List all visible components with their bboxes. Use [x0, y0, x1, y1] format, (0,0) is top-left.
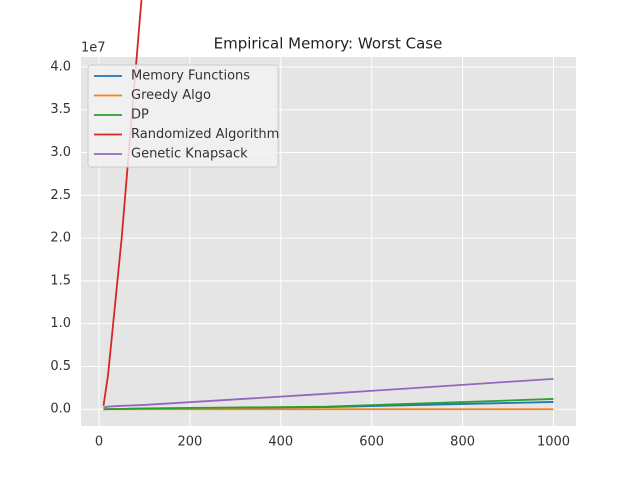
- y-tick-label: 2.5: [50, 188, 71, 203]
- legend-label: Memory Functions: [131, 69, 250, 84]
- chart-title: Empirical Memory: Worst Case: [214, 35, 443, 53]
- grid: [81, 57, 576, 426]
- y-tick-label: 0.0: [50, 402, 71, 417]
- x-tick-label: 200: [177, 435, 202, 450]
- labels: 0 200 400 600 800 1000 0.0 0.5 1.0 1.5 2.0 2.5 3.0 3.…: [50, 59, 570, 449]
- x-tick-label: 400: [268, 435, 293, 450]
- legend-box: [87, 64, 279, 168]
- y-tick-label: 3.0: [50, 145, 71, 160]
- y-tick-label: 4.0: [50, 59, 71, 74]
- legend-label: Genetic Knapsack: [131, 147, 248, 162]
- x-tick-label: 800: [450, 435, 475, 450]
- series-line: [103, 398, 554, 411]
- legend-label: Randomized Algorithm: [131, 127, 279, 142]
- legend-label: DP: [131, 108, 149, 123]
- y-tick-label: 1.0: [50, 316, 71, 331]
- y-tick-label: 3.5: [50, 102, 71, 117]
- legend-label: Greedy Algo: [131, 88, 211, 103]
- y-tick-label: 0.5: [50, 359, 71, 374]
- y-offset-label: 1e7: [81, 41, 106, 56]
- legend: Memory Functions Greedy Algo DP Randomized …: [87, 64, 279, 168]
- x-tick-label: 600: [359, 435, 384, 450]
- series-line: [103, 377, 554, 409]
- y-tick-label: 2.0: [50, 231, 71, 246]
- y-tick-label: 1.5: [50, 273, 71, 288]
- x-tick-label: 1000: [537, 435, 570, 450]
- x-tick-label: 0: [95, 435, 103, 450]
